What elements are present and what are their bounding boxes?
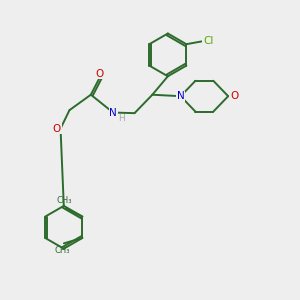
Text: H: H [118,114,125,123]
Text: CH₃: CH₃ [55,246,70,255]
Text: O: O [53,124,61,134]
Text: O: O [230,91,238,101]
Text: O: O [96,69,104,79]
Text: CH₃: CH₃ [57,196,72,205]
Text: N: N [109,108,117,118]
Text: Cl: Cl [203,36,213,46]
Text: N: N [177,91,184,101]
